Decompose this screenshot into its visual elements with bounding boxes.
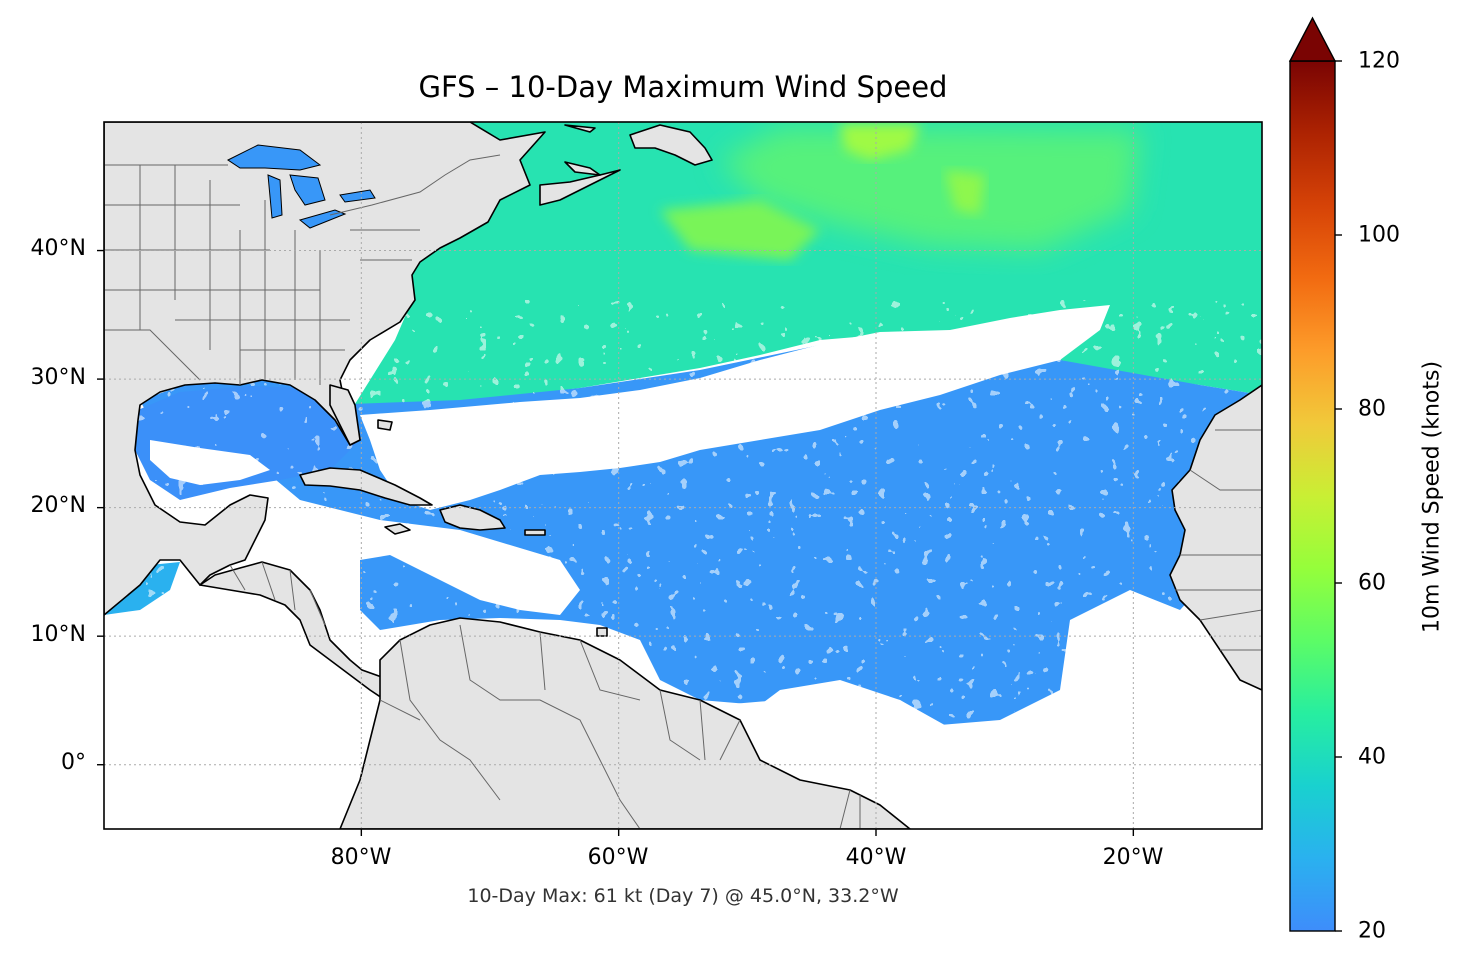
pei xyxy=(564,161,601,176)
south-america-borders xyxy=(379,624,861,829)
wind-north-streak xyxy=(660,200,820,260)
colorbar-tick-40: 40 xyxy=(1358,744,1386,770)
colorbar-tick-120: 120 xyxy=(1358,48,1400,74)
chart-title: GFS – 10-Day Maximum Wind Speed xyxy=(418,70,948,104)
max-wind-footnote: 10-Day Max: 61 kt (Day 7) @ 45.0°N, 33.2… xyxy=(467,885,899,907)
colorbar-ticks xyxy=(1335,60,1342,932)
us-state-lines xyxy=(104,165,420,385)
lat-ticks xyxy=(97,249,104,766)
lon-label-80w: 80°W xyxy=(330,845,392,870)
wind-north-peak-2 xyxy=(945,170,985,215)
colorbar-label: 10m Wind Speed (knots) xyxy=(1419,360,1445,634)
anticosti xyxy=(564,124,596,133)
central-america-borders xyxy=(229,561,326,626)
lake-superior xyxy=(227,144,322,171)
lake-michigan xyxy=(267,174,283,219)
hispaniola xyxy=(439,504,506,531)
florida xyxy=(329,384,361,446)
lon-ticks xyxy=(360,829,1135,836)
newfoundland xyxy=(629,124,713,166)
colorbar-extend-arrow xyxy=(1288,16,1337,62)
colorbar xyxy=(1288,16,1342,932)
map-panel xyxy=(104,122,1262,829)
gridlines xyxy=(104,122,1262,829)
nova-scotia xyxy=(539,169,621,206)
colorbar-tick-20: 20 xyxy=(1358,918,1386,944)
wind-north-peak xyxy=(840,124,920,160)
lat-label-30n: 30°N xyxy=(30,365,86,390)
africa-borders xyxy=(1175,429,1262,651)
colorbar-body xyxy=(1289,60,1336,932)
lat-label-40n: 40°N xyxy=(30,236,86,261)
lake-ontario xyxy=(339,189,376,203)
lat-label-20n: 20°N xyxy=(30,493,86,518)
lon-label-20w: 20°W xyxy=(1102,845,1164,870)
great-lakes xyxy=(227,144,376,229)
lake-huron xyxy=(289,174,326,206)
colorbar-tick-100: 100 xyxy=(1358,222,1400,248)
lat-label-0: 0° xyxy=(61,750,86,775)
colorbar-tick-60: 60 xyxy=(1358,570,1386,596)
colorbar-tick-80: 80 xyxy=(1358,396,1386,422)
lat-label-10n: 10°N xyxy=(30,622,86,647)
bahamas xyxy=(377,419,393,431)
lon-label-40w: 40°W xyxy=(845,845,907,870)
us-canada-border xyxy=(104,154,501,216)
borders xyxy=(104,154,1262,829)
lon-label-60w: 60°W xyxy=(587,845,649,870)
cuba xyxy=(299,467,433,506)
wind-north-core xyxy=(720,128,1140,250)
puerto-rico xyxy=(524,529,546,536)
us-mexico-border xyxy=(104,329,201,381)
trinidad xyxy=(596,627,608,637)
jamaica xyxy=(384,523,411,535)
map-frame xyxy=(103,121,1263,830)
